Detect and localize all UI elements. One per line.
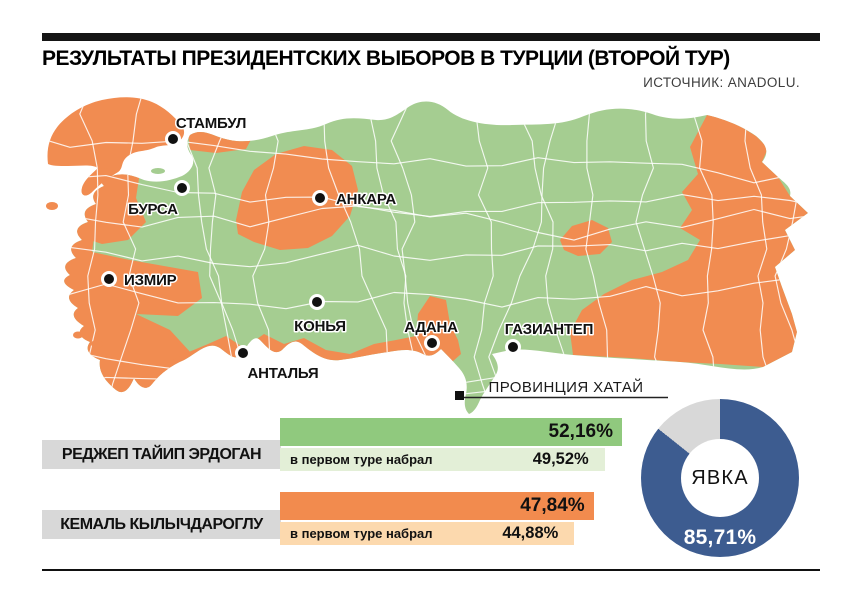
first-round-bar: в первом туре набрал 44,88% (280, 522, 575, 545)
turnout-donut-hole: ЯВКА (681, 439, 759, 517)
map-region-ankara (236, 146, 358, 250)
city-dot (165, 131, 181, 147)
province-border (47, 274, 808, 310)
turnout-value: 85,71% (683, 526, 757, 549)
city-label: АНТАЛЬЯ (247, 365, 318, 382)
candidate-name: РЕДЖЕП ТАЙИП ЭРДОГАН (42, 440, 281, 469)
city-label: ГАЗИАНТЕП (505, 321, 593, 338)
island (91, 340, 103, 348)
city-газиантеп: ГАЗИАНТЕП (503, 320, 595, 355)
first-round-value: 49,52% (532, 450, 589, 468)
province-border (47, 194, 808, 228)
city-dot (309, 294, 325, 310)
island (73, 331, 83, 339)
city-dot (235, 345, 251, 361)
province-border (47, 228, 808, 268)
city-анкара: АНКАРА (312, 190, 398, 210)
city-конья: КОНЬЯ (293, 294, 348, 337)
province-border (585, 97, 616, 412)
city-dot (174, 180, 190, 196)
hatay-callout-label: ПРОВИНЦИЯ ХАТАЙ (489, 378, 644, 396)
island (46, 202, 58, 210)
turkey-map: ПРОВИНЦИЯ ХАТАЙ СТАМБУЛ БУРСА АНКАРА ИЗМИР К… (46, 97, 809, 415)
bottom-rule (42, 569, 820, 571)
city-анталья: АНТАЛЬЯ (235, 345, 320, 384)
island (151, 168, 165, 174)
city-label: КОНЬЯ (294, 318, 346, 335)
city-markers: СТАМБУЛ БУРСА АНКАРА ИЗМИР КОНЬЯ АДАНА ГАЗИАНТ… (101, 114, 595, 384)
second-round-bar: 47,84% (280, 492, 594, 520)
city-бурса: БУРСА (127, 180, 190, 220)
map-region-tunceli (560, 220, 612, 256)
map-region-east-block (570, 115, 808, 367)
province-border (635, 97, 667, 412)
city-label: АДАНА (404, 319, 458, 336)
page-title: РЕЗУЛЬТАТЫ ПРЕЗИДЕНТСКИХ ВЫБОРОВ В ТУРЦИ… (42, 47, 730, 70)
city-адана: АДАНА (403, 318, 460, 351)
city-label: АНКАРА (336, 191, 396, 208)
first-round-value: 44,88% (502, 524, 559, 542)
candidate-name: КЕМАЛЬ КЫЛЫЧДАРОГЛУ (42, 510, 281, 539)
hatay-callout: ПРОВИНЦИЯ ХАТАЙ (455, 378, 668, 400)
city-dot (312, 190, 328, 206)
city-label: БУРСА (128, 201, 178, 218)
province-border (692, 97, 729, 412)
province-border (106, 97, 145, 412)
province-border (488, 97, 559, 412)
hatay-callout-marker (455, 391, 464, 400)
second-round-bar: 52,16% (280, 418, 622, 446)
turnout-label: ЯВКА (691, 466, 749, 489)
second-round-value: 47,84% (520, 495, 585, 516)
map-region-thrace (47, 97, 185, 196)
city-dot (101, 271, 117, 287)
turnout-donut: ЯВКА 85,71% (641, 399, 799, 557)
city-dot (424, 335, 440, 351)
city-стамбул: СТАМБУЛ (165, 114, 248, 147)
second-round-value: 52,16% (548, 421, 613, 442)
province-border (467, 97, 494, 412)
top-rule (42, 33, 820, 41)
province-border (744, 97, 773, 412)
first-round-caption: в первом туре набрал (290, 526, 433, 541)
first-round-caption: в первом туре набрал (290, 452, 433, 467)
source-credit: ИСТОЧНИК: ANADOLU. (643, 75, 800, 90)
city-label: СТАМБУЛ (176, 115, 246, 132)
city-dot (505, 339, 521, 355)
first-round-bar: в первом туре набрал 49,52% (280, 448, 605, 471)
city-label: ИЗМИР (124, 272, 177, 289)
city-измир: ИЗМИР (101, 271, 178, 291)
province-border (47, 374, 808, 403)
